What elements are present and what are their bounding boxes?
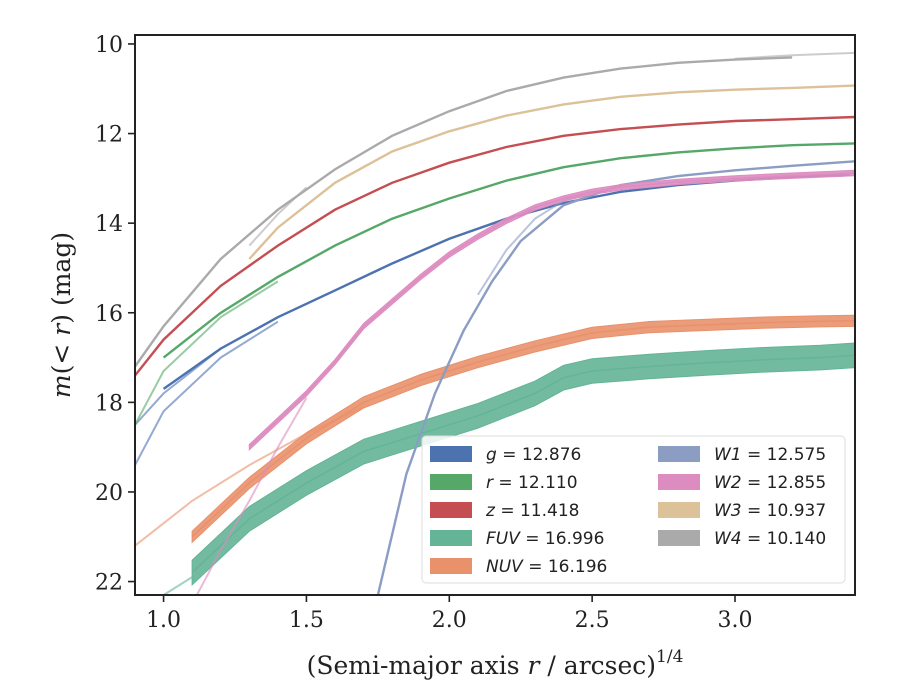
- x-tick-label: 2.5: [575, 608, 610, 633]
- legend-item-w4: W4 = 10.140: [658, 529, 826, 549]
- series-nuv-band: [191, 314, 855, 544]
- legend-item-w2: W2 = 12.855: [658, 473, 826, 493]
- x-axis-ticks: 1.0 1.5 2.0 2.5 3.0: [146, 595, 753, 633]
- legend-swatch-g: [430, 446, 472, 462]
- series-w3: [248, 84, 855, 260]
- legend-swatch-w1: [658, 446, 700, 462]
- legend-item-z: z = 11.418: [430, 501, 579, 521]
- legend-item-fuv: FUV = 16.996: [430, 529, 604, 549]
- y-axis-label: mm((< r) (mag): [47, 232, 76, 398]
- series-w4: [135, 51, 855, 368]
- series-z-line: [135, 115, 855, 377]
- legend-label-w2: W2 = 12.855: [714, 473, 826, 493]
- legend-label-w1: W1 = 12.575: [714, 445, 826, 465]
- x-tick-label: 2.0: [432, 608, 467, 633]
- y-tick-label: 10: [95, 33, 123, 58]
- y-tick-label: 20: [95, 481, 123, 506]
- series-nuv: [135, 314, 855, 547]
- series-w2: [195, 169, 855, 595]
- y-tick-label: 22: [95, 571, 123, 596]
- series-z: [135, 115, 855, 377]
- legend-label-z: z = 11.418: [485, 501, 579, 521]
- series-nuv-line: [191, 320, 855, 538]
- x-tick-label: 1.0: [146, 608, 181, 633]
- series-w3-line: [248, 84, 855, 260]
- legend-label-r: r = 12.110: [486, 473, 578, 493]
- legend-swatch-r: [430, 474, 472, 490]
- series-w2-band: [248, 169, 855, 451]
- x-tick-label: 3.0: [718, 608, 753, 633]
- series-w2-line: [248, 172, 855, 448]
- series-r-profile-line: [135, 280, 279, 426]
- legend-swatch-w3: [658, 502, 700, 518]
- plot-frame: [134, 34, 856, 596]
- legend-swatch-w4: [658, 530, 700, 546]
- series-w1-line: [376, 160, 855, 595]
- legend-swatch-fuv: [430, 530, 472, 546]
- series-w2-profile-line: [195, 397, 308, 595]
- series-fuv-line: [191, 354, 855, 574]
- y-tick-label: 12: [95, 123, 123, 148]
- x-tick-label: 1.5: [289, 608, 324, 633]
- legend-label-nuv: NUV = 16.196: [486, 557, 607, 577]
- legend-box: [421, 435, 846, 584]
- legend-label-fuv: FUV = 16.996: [486, 529, 604, 549]
- series-r-line: [162, 142, 855, 359]
- legend-item-g: g = 12.876: [430, 445, 581, 465]
- legend-label-w3: W3 = 10.937: [714, 501, 826, 521]
- series-w4-profile-line: [734, 51, 855, 60]
- legend-label-g: g = 12.876: [486, 445, 581, 465]
- series-fuv-profile-line: [161, 576, 193, 595]
- series-g-profile-line: [135, 320, 279, 466]
- y-tick-label: 14: [95, 212, 123, 237]
- x-axis-label: (Semi-major axis r / arcsec)1/4: [307, 647, 684, 680]
- series-fuv: [161, 342, 855, 595]
- y-axis-ticks: 10 12 14 16 18 20 22: [95, 33, 135, 596]
- legend-item-w1: W1 = 12.575: [658, 445, 826, 465]
- series-r: [135, 142, 855, 426]
- y-tick-label: 18: [95, 391, 123, 416]
- legend-swatch-nuv: [430, 558, 472, 574]
- series-fuv-band: [191, 342, 855, 587]
- legend-swatch-z: [430, 502, 472, 518]
- legend-swatch-w2: [658, 474, 700, 490]
- series-layer: [135, 51, 855, 595]
- legend-item-r: r = 12.110: [430, 473, 578, 493]
- series-g-profile-line: [135, 347, 222, 426]
- y-tick-label: 16: [95, 302, 123, 327]
- chart-legend: g = 12.876 r = 12.110 z = 11.418 FUV = 16.9…: [421, 435, 846, 584]
- series-w4-line: [135, 56, 793, 368]
- legend-item-w3: W3 = 10.937: [658, 501, 826, 521]
- legend-label-w4: W4 = 10.140: [714, 529, 826, 549]
- legend-item-nuv: NUV = 16.196: [430, 557, 607, 577]
